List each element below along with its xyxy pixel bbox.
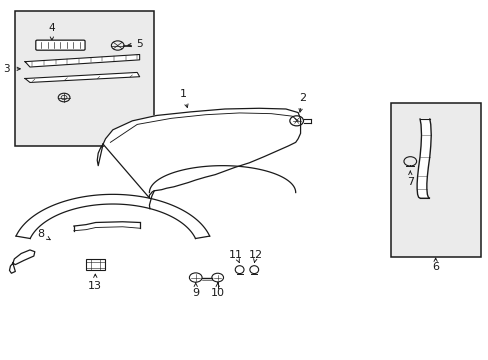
- Text: 12: 12: [248, 249, 263, 262]
- Text: 8: 8: [38, 229, 50, 240]
- Polygon shape: [25, 54, 140, 67]
- Text: 2: 2: [298, 93, 306, 112]
- Text: 4: 4: [48, 23, 55, 40]
- Text: 9: 9: [192, 283, 199, 298]
- Polygon shape: [103, 108, 300, 198]
- Bar: [15, 12, 154, 146]
- Text: 6: 6: [431, 262, 438, 273]
- Text: 11: 11: [228, 249, 242, 262]
- Polygon shape: [16, 194, 209, 239]
- Polygon shape: [416, 119, 430, 198]
- Bar: [390, 103, 480, 257]
- Polygon shape: [13, 250, 35, 265]
- Text: 7: 7: [406, 171, 413, 187]
- Text: 1: 1: [180, 89, 188, 108]
- Text: 10: 10: [210, 283, 224, 298]
- Text: 3: 3: [3, 64, 9, 74]
- Text: 5: 5: [127, 40, 142, 49]
- Bar: [86, 259, 104, 270]
- Polygon shape: [9, 263, 15, 273]
- Polygon shape: [25, 72, 140, 82]
- FancyBboxPatch shape: [36, 40, 85, 50]
- Text: 13: 13: [88, 274, 102, 291]
